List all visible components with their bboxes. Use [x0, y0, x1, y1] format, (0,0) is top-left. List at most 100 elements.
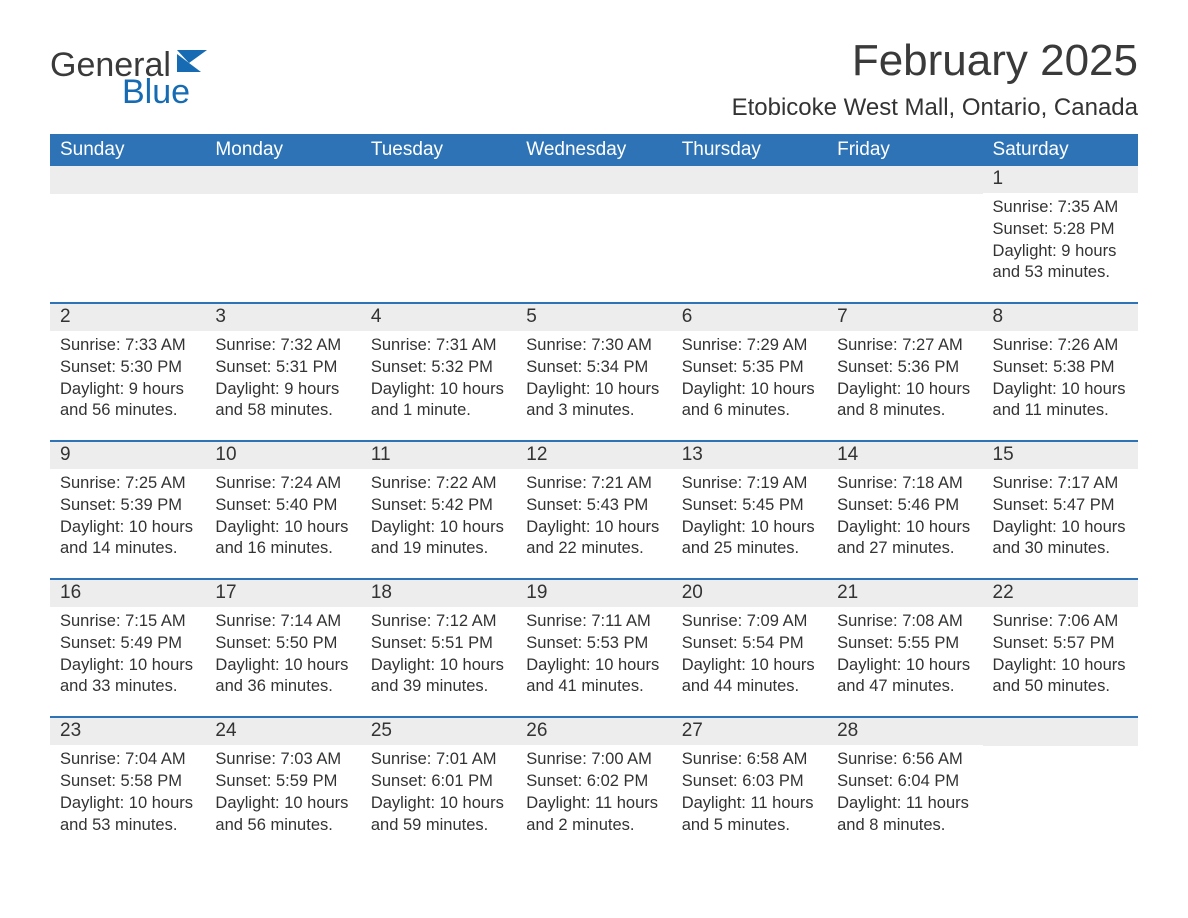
sunrise-line: Sunrise: 7:01 AM: [371, 749, 506, 771]
sunset-line: Sunset: 6:02 PM: [526, 771, 661, 793]
calendar-day-cell: 27Sunrise: 6:58 AMSunset: 6:03 PMDayligh…: [672, 718, 827, 854]
sunset-line: Sunset: 5:57 PM: [993, 633, 1128, 655]
sunset-line: Sunset: 5:50 PM: [215, 633, 350, 655]
day-number: 18: [361, 580, 516, 607]
day-number: 21: [827, 580, 982, 607]
calendar-day-cell: 22Sunrise: 7:06 AMSunset: 5:57 PMDayligh…: [983, 580, 1138, 716]
calendar-day-cell: 19Sunrise: 7:11 AMSunset: 5:53 PMDayligh…: [516, 580, 671, 716]
daylight-line: Daylight: 10 hours and 11 minutes.: [993, 379, 1128, 423]
daylight-line: Daylight: 10 hours and 41 minutes.: [526, 655, 661, 699]
day-details: Sunrise: 7:22 AMSunset: 5:42 PMDaylight:…: [361, 469, 516, 560]
weeks-container: 1Sunrise: 7:35 AMSunset: 5:28 PMDaylight…: [50, 166, 1138, 854]
sunrise-line: Sunrise: 7:26 AM: [993, 335, 1128, 357]
calendar-day-cell: 8Sunrise: 7:26 AMSunset: 5:38 PMDaylight…: [983, 304, 1138, 440]
day-details: Sunrise: 7:06 AMSunset: 5:57 PMDaylight:…: [983, 607, 1138, 698]
day-details: Sunrise: 7:19 AMSunset: 5:45 PMDaylight:…: [672, 469, 827, 560]
daylight-line: Daylight: 10 hours and 36 minutes.: [215, 655, 350, 699]
sunrise-line: Sunrise: 6:56 AM: [837, 749, 972, 771]
calendar-week: 16Sunrise: 7:15 AMSunset: 5:49 PMDayligh…: [50, 578, 1138, 716]
weekday-header: Tuesday: [361, 134, 516, 166]
sunset-line: Sunset: 5:30 PM: [60, 357, 195, 379]
weekday-header-row: SundayMondayTuesdayWednesdayThursdayFrid…: [50, 134, 1138, 166]
day-number: [516, 166, 671, 194]
day-details: Sunrise: 7:11 AMSunset: 5:53 PMDaylight:…: [516, 607, 671, 698]
sunset-line: Sunset: 5:55 PM: [837, 633, 972, 655]
sunrise-line: Sunrise: 7:06 AM: [993, 611, 1128, 633]
day-number: 9: [50, 442, 205, 469]
sunset-line: Sunset: 5:38 PM: [993, 357, 1128, 379]
day-details: Sunrise: 7:29 AMSunset: 5:35 PMDaylight:…: [672, 331, 827, 422]
day-number: 28: [827, 718, 982, 745]
sunset-line: Sunset: 5:32 PM: [371, 357, 506, 379]
weekday-header: Friday: [827, 134, 982, 166]
day-number: 24: [205, 718, 360, 745]
daylight-line: Daylight: 9 hours and 56 minutes.: [60, 379, 195, 423]
day-number: [672, 166, 827, 194]
day-number: [827, 166, 982, 194]
daylight-line: Daylight: 11 hours and 2 minutes.: [526, 793, 661, 837]
sunrise-line: Sunrise: 7:12 AM: [371, 611, 506, 633]
sunrise-line: Sunrise: 7:00 AM: [526, 749, 661, 771]
day-number: 4: [361, 304, 516, 331]
sunset-line: Sunset: 5:31 PM: [215, 357, 350, 379]
day-number: 19: [516, 580, 671, 607]
day-number: 11: [361, 442, 516, 469]
daylight-line: Daylight: 10 hours and 16 minutes.: [215, 517, 350, 561]
day-number: 13: [672, 442, 827, 469]
calendar-day-cell: 18Sunrise: 7:12 AMSunset: 5:51 PMDayligh…: [361, 580, 516, 716]
day-number: [361, 166, 516, 194]
day-number: 1: [983, 166, 1138, 193]
day-details: Sunrise: 7:17 AMSunset: 5:47 PMDaylight:…: [983, 469, 1138, 560]
weekday-header: Monday: [205, 134, 360, 166]
daylight-line: Daylight: 10 hours and 53 minutes.: [60, 793, 195, 837]
sunset-line: Sunset: 6:03 PM: [682, 771, 817, 793]
day-number: 17: [205, 580, 360, 607]
calendar-day-cell: [50, 166, 205, 302]
calendar: SundayMondayTuesdayWednesdayThursdayFrid…: [50, 134, 1138, 854]
day-number: [983, 718, 1138, 746]
calendar-day-cell: 15Sunrise: 7:17 AMSunset: 5:47 PMDayligh…: [983, 442, 1138, 578]
sunset-line: Sunset: 5:59 PM: [215, 771, 350, 793]
day-number: 27: [672, 718, 827, 745]
calendar-week: 2Sunrise: 7:33 AMSunset: 5:30 PMDaylight…: [50, 302, 1138, 440]
calendar-day-cell: 12Sunrise: 7:21 AMSunset: 5:43 PMDayligh…: [516, 442, 671, 578]
calendar-day-cell: 1Sunrise: 7:35 AMSunset: 5:28 PMDaylight…: [983, 166, 1138, 302]
calendar-week: 9Sunrise: 7:25 AMSunset: 5:39 PMDaylight…: [50, 440, 1138, 578]
sunrise-line: Sunrise: 7:04 AM: [60, 749, 195, 771]
day-details: Sunrise: 7:01 AMSunset: 6:01 PMDaylight:…: [361, 745, 516, 836]
daylight-line: Daylight: 10 hours and 30 minutes.: [993, 517, 1128, 561]
calendar-day-cell: 17Sunrise: 7:14 AMSunset: 5:50 PMDayligh…: [205, 580, 360, 716]
daylight-line: Daylight: 10 hours and 25 minutes.: [682, 517, 817, 561]
sunset-line: Sunset: 5:53 PM: [526, 633, 661, 655]
calendar-day-cell: [983, 718, 1138, 854]
day-details: Sunrise: 7:21 AMSunset: 5:43 PMDaylight:…: [516, 469, 671, 560]
calendar-day-cell: [672, 166, 827, 302]
daylight-line: Daylight: 10 hours and 44 minutes.: [682, 655, 817, 699]
sunrise-line: Sunrise: 7:08 AM: [837, 611, 972, 633]
sunset-line: Sunset: 5:36 PM: [837, 357, 972, 379]
calendar-day-cell: 2Sunrise: 7:33 AMSunset: 5:30 PMDaylight…: [50, 304, 205, 440]
day-details: Sunrise: 7:14 AMSunset: 5:50 PMDaylight:…: [205, 607, 360, 698]
calendar-day-cell: 6Sunrise: 7:29 AMSunset: 5:35 PMDaylight…: [672, 304, 827, 440]
calendar-week: 1Sunrise: 7:35 AMSunset: 5:28 PMDaylight…: [50, 166, 1138, 302]
daylight-line: Daylight: 9 hours and 53 minutes.: [993, 241, 1128, 285]
daylight-line: Daylight: 10 hours and 56 minutes.: [215, 793, 350, 837]
sunrise-line: Sunrise: 7:35 AM: [993, 197, 1128, 219]
generalblue-logo: General Blue: [50, 46, 213, 112]
calendar-day-cell: 9Sunrise: 7:25 AMSunset: 5:39 PMDaylight…: [50, 442, 205, 578]
title-block: February 2025 Etobicoke West Mall, Ontar…: [732, 36, 1138, 122]
sunset-line: Sunset: 5:34 PM: [526, 357, 661, 379]
day-number: 12: [516, 442, 671, 469]
daylight-line: Daylight: 10 hours and 14 minutes.: [60, 517, 195, 561]
day-number: 26: [516, 718, 671, 745]
location-subtitle: Etobicoke West Mall, Ontario, Canada: [732, 94, 1138, 122]
sunset-line: Sunset: 5:51 PM: [371, 633, 506, 655]
sunrise-line: Sunrise: 6:58 AM: [682, 749, 817, 771]
daylight-line: Daylight: 10 hours and 3 minutes.: [526, 379, 661, 423]
sunrise-line: Sunrise: 7:18 AM: [837, 473, 972, 495]
day-details: Sunrise: 7:18 AMSunset: 5:46 PMDaylight:…: [827, 469, 982, 560]
sunset-line: Sunset: 5:42 PM: [371, 495, 506, 517]
daylight-line: Daylight: 10 hours and 19 minutes.: [371, 517, 506, 561]
daylight-line: Daylight: 10 hours and 50 minutes.: [993, 655, 1128, 699]
sunset-line: Sunset: 5:46 PM: [837, 495, 972, 517]
